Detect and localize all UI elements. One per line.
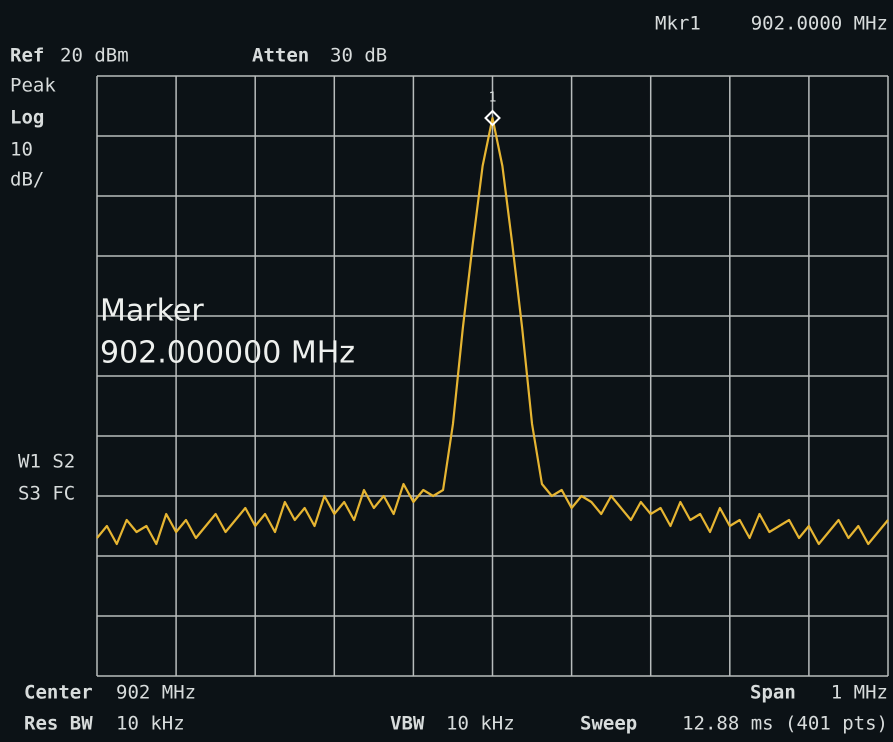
- ref-label: Ref: [10, 45, 44, 67]
- background: [0, 0, 893, 742]
- scale-type: Log: [10, 107, 44, 129]
- trace-flags: S3 FC: [18, 483, 75, 505]
- marker-readout-value: 902.0000 MHz: [751, 13, 888, 35]
- sweep-value: 12.88 ms (401 pts): [682, 713, 888, 735]
- analyzer-screen: Mkr1 902.0000 MHz Ref 20 dBm Atten 30 dB…: [0, 0, 893, 742]
- sweep-label: Sweep: [580, 713, 637, 735]
- span-value: 1 MHz: [831, 682, 888, 704]
- rbw-label: Res BW: [24, 713, 93, 735]
- rbw-value: 10 kHz: [116, 713, 185, 735]
- atten-value: 30 dB: [330, 45, 387, 67]
- center-value: 902 MHz: [116, 682, 196, 704]
- scale-unit: dB/: [10, 169, 44, 191]
- scale-num: 10: [10, 139, 33, 161]
- center-label: Center: [24, 682, 93, 704]
- ref-value: 20 dBm: [60, 45, 129, 67]
- vbw-value: 10 kHz: [446, 713, 515, 735]
- detector: Peak: [10, 75, 56, 97]
- annotation-value: 902.000000 MHz: [100, 336, 355, 371]
- span-label: Span: [750, 682, 796, 704]
- marker-label: 1: [489, 91, 497, 106]
- annotation-title: Marker: [100, 294, 204, 329]
- vbw-label: VBW: [390, 713, 425, 735]
- atten-label: Atten: [252, 45, 309, 67]
- marker-readout-label: Mkr1: [655, 13, 701, 35]
- trace-flags: W1 S2: [18, 451, 75, 473]
